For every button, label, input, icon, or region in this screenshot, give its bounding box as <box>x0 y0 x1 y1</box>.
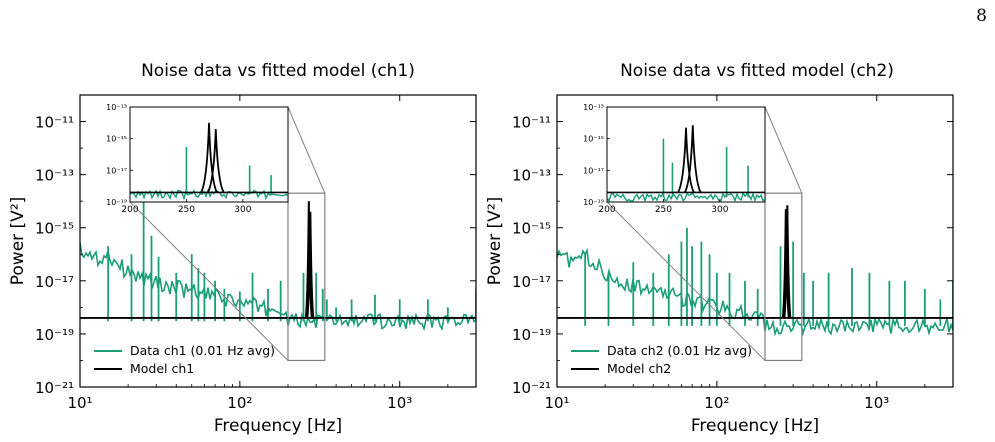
y-axis-label: Power [V²] <box>8 197 28 286</box>
y-tick-label: 10⁻¹⁵ <box>35 220 74 238</box>
x-tick-label: 10³ <box>387 394 412 412</box>
inset-y-tick-label: 10⁻¹⁹ <box>583 198 604 207</box>
chart-panel-1: Noise data vs fitted model (ch1) Frequenc… <box>8 61 477 436</box>
model-peak <box>306 211 315 319</box>
x-tick-label: 10² <box>704 394 729 412</box>
inset-x-tick-label: 250 <box>178 205 195 215</box>
inset-y-tick-label: 10⁻¹⁹ <box>106 198 127 207</box>
chart-panel-2: Noise data vs fitted model (ch2) Frequenc… <box>485 61 954 436</box>
x-tick-label: 10¹ <box>544 394 569 412</box>
x-tick-label: 10¹ <box>67 394 92 412</box>
y-tick-label: 10⁻¹⁵ <box>512 220 551 238</box>
legend-label-data: Data ch1 (0.01 Hz avg) <box>130 343 275 358</box>
x-axis-label: Frequency [Hz] <box>691 416 819 436</box>
legend-label-model: Model ch2 <box>607 361 671 376</box>
inset-model-peak <box>206 129 225 193</box>
y-tick-label: 10⁻¹⁷ <box>512 273 551 291</box>
inset-x-tick-label: 200 <box>121 205 138 215</box>
zoom-connector <box>764 106 803 194</box>
inset-model-peak <box>683 125 702 193</box>
legend-label-data: Data ch2 (0.01 Hz avg) <box>607 343 752 358</box>
model-peak <box>781 209 790 319</box>
chart-title: Noise data vs fitted model (ch2) <box>620 61 894 81</box>
y-tick-label: 10⁻²¹ <box>512 379 551 397</box>
model-peak <box>783 205 792 319</box>
inset-model-peak <box>677 127 695 193</box>
inset-y-tick-label: 10⁻¹⁵ <box>106 135 127 144</box>
data-series-line <box>557 247 953 337</box>
inset-plot-area <box>130 122 288 201</box>
y-tick-label: 10⁻²¹ <box>35 379 74 397</box>
y-tick-label: 10⁻¹¹ <box>35 114 74 132</box>
y-tick-label: 10⁻¹⁷ <box>35 273 74 291</box>
inset-data-line <box>607 191 765 202</box>
chart-title: Noise data vs fitted model (ch1) <box>141 61 415 81</box>
inset-x-tick-label: 300 <box>711 205 728 215</box>
inset-frame <box>606 106 766 203</box>
data-series-line <box>80 242 476 332</box>
y-tick-label: 10⁻¹¹ <box>512 114 551 132</box>
legend: Data ch1 (0.01 Hz avg) Model ch1 <box>94 343 275 376</box>
model-peak <box>304 201 313 319</box>
axes-frame <box>79 94 477 388</box>
inset-y-tick-label: 10⁻¹³ <box>106 103 127 112</box>
x-tick-label: 10³ <box>864 394 889 412</box>
inset-y-tick-label: 10⁻¹⁷ <box>106 166 127 175</box>
inset-x-tick-label: 300 <box>234 205 251 215</box>
zoom-connector <box>287 106 326 194</box>
inset-model-peak <box>200 122 218 193</box>
x-tick-label: 10² <box>227 394 252 412</box>
axes-frame <box>556 94 954 388</box>
zoom-box <box>287 192 326 362</box>
inset-axes: 10⁻¹⁹ 10⁻¹⁷ 10⁻¹⁵ 10⁻¹³ 200 250 300 <box>583 103 766 215</box>
zoom-connector <box>606 201 766 361</box>
plot-area <box>557 205 953 337</box>
legend-label-model: Model ch1 <box>130 361 194 376</box>
inset-axes: 10⁻¹⁹ 10⁻¹⁷ 10⁻¹⁵ 10⁻¹³ 200 250 300 <box>106 103 289 215</box>
zoom-connector <box>129 201 289 361</box>
plot-area <box>80 201 476 332</box>
legend: Data ch2 (0.01 Hz avg) Model ch2 <box>571 343 752 376</box>
y-axis-label: Power [V²] <box>485 197 505 286</box>
y-tick-label: 10⁻¹³ <box>35 167 74 185</box>
inset-plot-area <box>607 125 765 202</box>
inset-y-tick-label: 10⁻¹³ <box>583 103 604 112</box>
x-axis-label: Frequency [Hz] <box>214 416 342 436</box>
y-tick-label: 10⁻¹⁹ <box>35 326 74 344</box>
inset-x-tick-label: 200 <box>598 205 615 215</box>
inset-y-tick-label: 10⁻¹⁷ <box>583 166 604 175</box>
inset-y-tick-label: 10⁻¹⁵ <box>583 135 604 144</box>
inset-x-tick-label: 250 <box>655 205 672 215</box>
y-tick-label: 10⁻¹³ <box>512 167 551 185</box>
zoom-box <box>764 192 803 362</box>
y-tick-label: 10⁻¹⁹ <box>512 326 551 344</box>
page-number: 8 <box>976 6 987 26</box>
